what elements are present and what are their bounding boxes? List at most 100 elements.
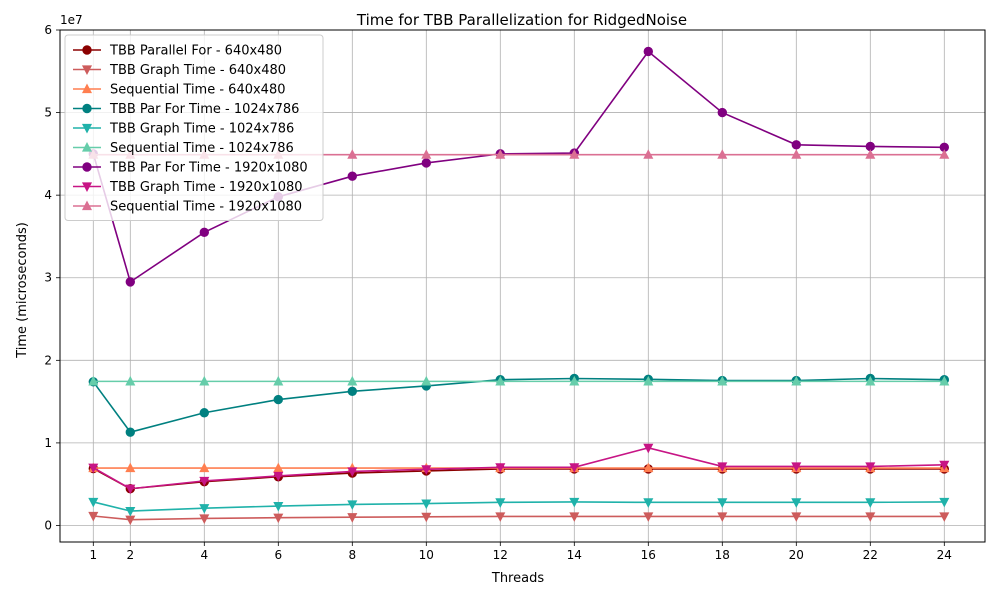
data-point: [865, 512, 876, 522]
data-point: [495, 498, 506, 508]
data-point: [939, 497, 950, 508]
data-point: [199, 514, 210, 524]
data-point: [569, 463, 580, 473]
legend-label: Sequential Time - 1920x1080: [110, 200, 302, 215]
y-tick-label: 2: [44, 353, 52, 367]
series-8: [88, 443, 950, 495]
data-point: [88, 463, 99, 474]
data-point: [347, 500, 358, 510]
legend-entry: TBB Graph Time - 640x480: [73, 63, 286, 78]
data-point: [865, 375, 876, 386]
legend-entry: TBB Graph Time - 1024x786: [73, 122, 294, 137]
data-point: [791, 140, 801, 150]
data-point: [643, 375, 654, 386]
y-tick-label: 6: [44, 23, 52, 37]
data-point: [569, 497, 580, 508]
data-point: [643, 149, 654, 159]
data-point: [347, 375, 358, 386]
data-point: [495, 463, 506, 473]
data-point: [347, 386, 357, 396]
data-point: [199, 504, 210, 514]
legend-entry: Sequential Time - 1920x1080: [73, 200, 302, 215]
data-point: [273, 375, 284, 386]
data-point: [717, 107, 727, 118]
legend-swatch-marker: [81, 200, 93, 211]
data-point: [569, 375, 580, 386]
data-point: [421, 465, 432, 475]
data-point: [791, 498, 802, 508]
legend-label: TBB Par For Time - 1920x1080: [109, 161, 308, 176]
series-6: [88, 375, 950, 386]
data-point: [717, 512, 728, 522]
data-point: [273, 513, 284, 524]
y-tick-label: 3: [44, 271, 52, 285]
y-tick-label: 0: [44, 518, 52, 532]
data-point: [865, 149, 876, 159]
data-point: [791, 375, 802, 386]
legend: TBB Parallel For - 640x480 TBB Graph Time…: [64, 34, 324, 221]
data-point: [791, 462, 802, 472]
data-point: [347, 149, 358, 159]
legend-label: Sequential Time - 640x480: [110, 83, 286, 98]
y-tick-label: 4: [44, 188, 52, 202]
x-tick-label: 20: [789, 548, 804, 562]
data-point: [199, 375, 210, 386]
legend-entry: Sequential Time - 640x480: [73, 83, 286, 98]
legend-label: Sequential Time - 1024x786: [110, 141, 294, 156]
legend-swatch-marker: [82, 162, 92, 172]
legend-label: TBB Graph Time - 1024x786: [109, 122, 294, 137]
data-point: [88, 375, 99, 386]
data-point: [717, 462, 728, 472]
data-point: [199, 227, 210, 238]
data-point: [347, 467, 358, 477]
series-5: [88, 497, 950, 517]
x-tick-label: 10: [419, 548, 434, 562]
data-point: [421, 375, 432, 386]
data-point: [421, 512, 432, 523]
legend-swatch-marker: [82, 45, 92, 55]
legend-swatch-marker: [81, 65, 93, 75]
data-point: [88, 497, 99, 508]
legend-entry: TBB Par For Time - 1920x1080: [73, 161, 308, 176]
x-tick-label: 6: [274, 548, 282, 562]
data-point: [791, 512, 802, 522]
x-axis-label: Threads: [491, 571, 544, 586]
data-point: [273, 394, 283, 405]
data-point: [939, 460, 950, 471]
x-tick-label: 1: [89, 548, 97, 562]
x-tick-label: 12: [493, 548, 508, 562]
plot-frame: [59, 29, 986, 543]
x-tick-label: 2: [126, 548, 134, 562]
data-point: [125, 484, 136, 495]
data-point: [347, 513, 358, 523]
x-tick-label: 22: [863, 548, 878, 562]
legend-label: TBB Parallel For - 640x480: [109, 44, 282, 59]
legend-entry: TBB Par For Time - 1024x786: [73, 102, 299, 117]
legend-swatch-marker: [81, 83, 93, 94]
data-point: [273, 502, 284, 512]
data-point: [273, 471, 284, 482]
legend-label: TBB Graph Time - 640x480: [109, 63, 286, 78]
data-point: [939, 375, 950, 386]
data-point: [643, 512, 654, 522]
x-tick-label: 8: [348, 548, 356, 562]
data-point: [125, 427, 136, 437]
legend-label: TBB Par For Time - 1024x786: [109, 102, 299, 117]
legend-swatch-marker: [81, 123, 93, 134]
y-tick-label: 1: [44, 436, 52, 450]
data-point: [199, 476, 210, 487]
data-point: [88, 511, 99, 522]
data-point: [421, 158, 431, 168]
data-point: [125, 506, 136, 517]
y-offset-label: 1e7: [60, 13, 83, 27]
data-point: [939, 149, 950, 159]
legend-entry: Sequential Time - 1024x786: [73, 141, 294, 156]
x-tick-label: 18: [715, 548, 730, 562]
legend-swatch-marker: [82, 103, 92, 114]
y-tick-label: 5: [44, 106, 52, 120]
data-point: [569, 149, 580, 159]
data-point: [125, 462, 136, 473]
x-tick-label: 14: [567, 548, 582, 562]
legend-swatch-marker: [81, 182, 93, 192]
